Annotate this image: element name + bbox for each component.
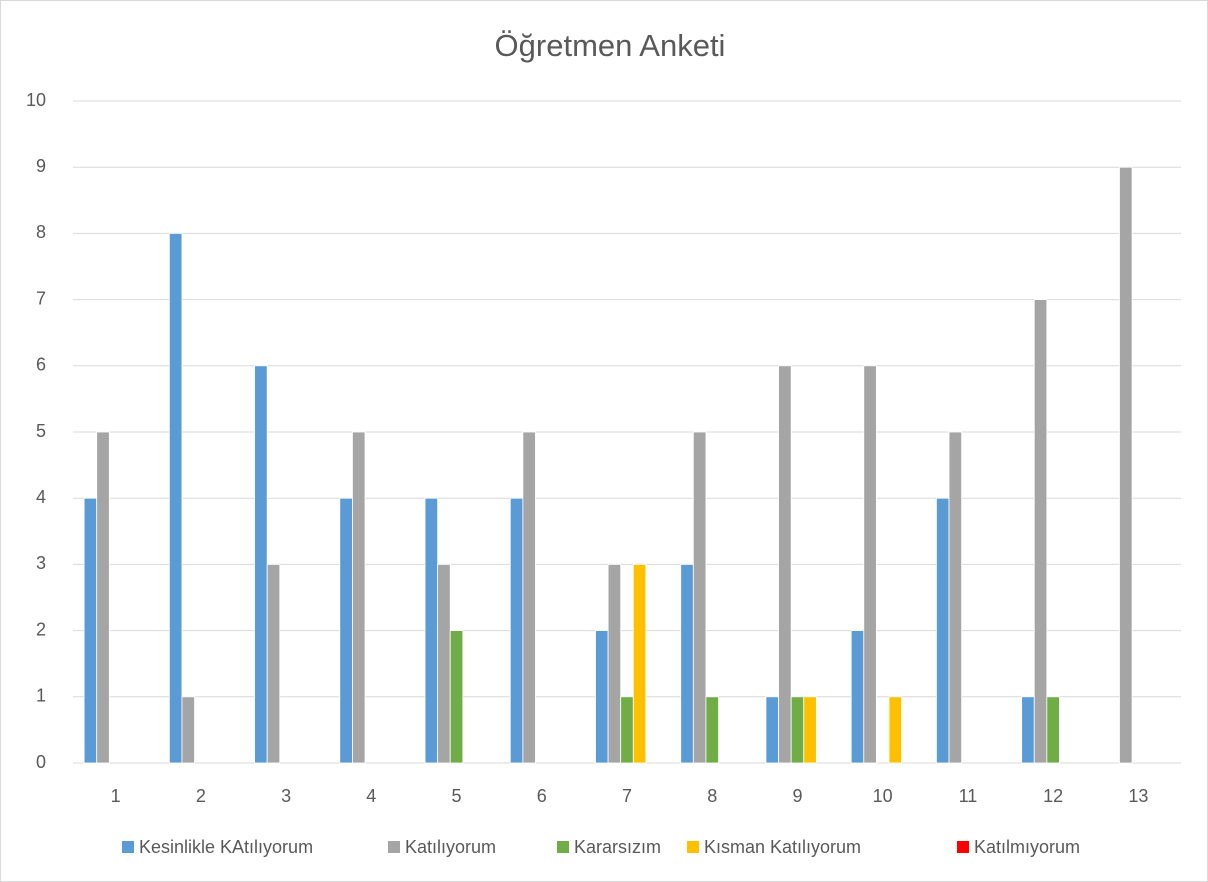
x-tick-label: 9 <box>792 786 802 806</box>
y-tick-label: 3 <box>36 553 46 573</box>
legend-label: Katılıyorum <box>405 837 496 857</box>
x-tick-label: 8 <box>707 786 717 806</box>
bar <box>1033 299 1048 764</box>
x-tick-label: 5 <box>452 786 462 806</box>
bar <box>692 431 707 764</box>
y-tick-label: 9 <box>36 156 46 176</box>
bar <box>620 696 634 764</box>
y-tick-label: 6 <box>36 355 46 375</box>
legend-label: Kararsızım <box>574 837 661 857</box>
x-tick-label: 2 <box>196 786 206 806</box>
bar <box>595 630 609 764</box>
bar <box>509 497 524 764</box>
bar <box>705 696 719 764</box>
bar <box>83 497 98 764</box>
bar <box>449 630 464 764</box>
y-tick-label: 0 <box>36 752 46 772</box>
legend-swatch <box>687 841 699 853</box>
bar <box>790 696 805 764</box>
bar <box>850 630 865 764</box>
legend-label: Kesinlikle KAtılıyorum <box>139 837 313 857</box>
bar <box>778 365 792 764</box>
bar <box>254 365 268 764</box>
x-tick-label: 4 <box>366 786 376 806</box>
bar <box>437 564 451 764</box>
bar <box>863 365 877 764</box>
bar <box>803 696 817 764</box>
y-tick-label: 4 <box>36 487 46 507</box>
bar <box>352 431 366 764</box>
chart-title: Öğretmen Anketi <box>495 28 726 63</box>
y-tick-label: 1 <box>36 686 46 706</box>
bar <box>1046 696 1060 764</box>
x-tick-label: 1 <box>111 786 121 806</box>
x-tick-label: 12 <box>1043 786 1063 806</box>
legend-swatch <box>557 841 569 853</box>
legend-swatch <box>957 841 969 853</box>
bar <box>522 431 536 764</box>
bar <box>339 497 353 764</box>
bar <box>765 696 779 764</box>
x-tick-label: 7 <box>622 786 632 806</box>
x-tick-label: 13 <box>1128 786 1148 806</box>
y-tick-label: 5 <box>36 421 46 441</box>
legend-label: Kısman Katılıyorum <box>704 837 861 857</box>
bar <box>1021 696 1035 764</box>
x-tick-label: 10 <box>873 786 893 806</box>
bar <box>936 497 950 764</box>
bar <box>96 431 110 764</box>
y-tick-label: 10 <box>26 90 46 110</box>
bar <box>181 696 195 764</box>
x-tick-label: 6 <box>537 786 547 806</box>
x-tick-label: 3 <box>281 786 291 806</box>
bar <box>424 497 439 764</box>
y-tick-label: 7 <box>36 288 46 308</box>
bar <box>680 564 694 764</box>
x-tick-label: 11 <box>959 786 978 806</box>
bar <box>168 232 183 764</box>
legend-swatch <box>122 841 134 853</box>
bar <box>607 564 622 764</box>
y-tick-label: 2 <box>36 619 46 639</box>
legend-label: Katılmıyorum <box>974 837 1080 857</box>
y-tick-label: 8 <box>36 222 46 242</box>
bar <box>948 431 963 764</box>
bar <box>266 564 281 764</box>
bar <box>1119 166 1133 764</box>
bar <box>632 564 647 764</box>
legend-swatch <box>388 841 400 853</box>
bar <box>888 696 902 764</box>
